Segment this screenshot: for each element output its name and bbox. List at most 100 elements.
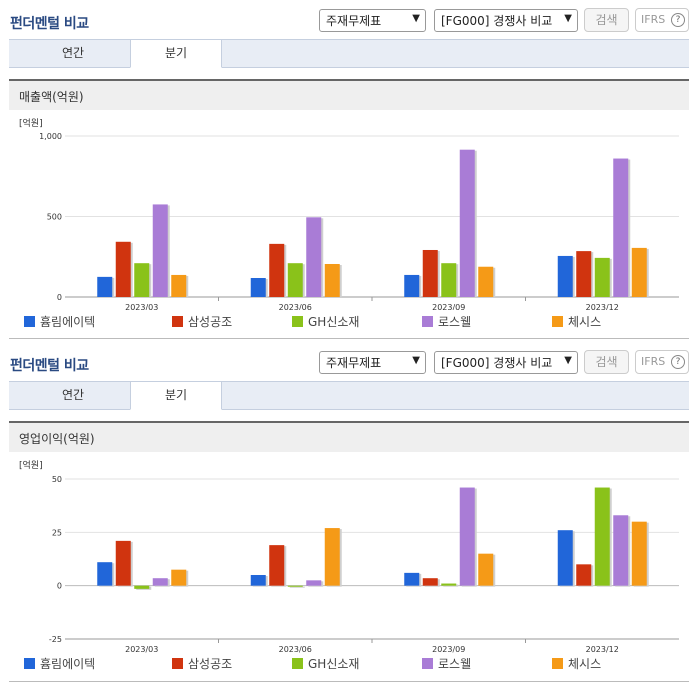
- legend-swatch: [292, 658, 303, 669]
- legend-swatch: [422, 658, 433, 669]
- bar: [250, 278, 266, 297]
- section-title: 펀더멘털 비교: [10, 358, 89, 374]
- period-tabs: 연간 분기: [9, 381, 689, 410]
- legend-item[interactable]: 체시스: [552, 313, 601, 330]
- legend-swatch: [552, 658, 563, 669]
- tab-annual[interactable]: 연간: [61, 46, 85, 60]
- x-tick-label: 2023/12: [586, 645, 619, 654]
- search-button[interactable]: 검색: [584, 350, 629, 374]
- fundamental-section-operating-profit: 펀더멘털 비교 주재무제표 ▼ [FG000] 경쟁사 비교 ▼ 검색 IFRS…: [0, 342, 696, 671]
- revenue-bar-chart: [억원] 1,000 500 0 2023/03 2023/06 2023/09 2023/1…: [19, 117, 679, 310]
- legend-label: GH신소재: [308, 315, 360, 329]
- y-tick-label: 25: [52, 528, 62, 537]
- legend-item[interactable]: 삼성공조: [172, 655, 232, 672]
- bar: [324, 263, 340, 297]
- chevron-down-icon: ▼: [564, 13, 572, 24]
- statement-select[interactable]: 주재무제표 ▼: [319, 351, 426, 374]
- bar: [287, 263, 303, 297]
- legend-swatch: [422, 316, 433, 327]
- peer-group-select-value: [FG000] 경쟁사 비교: [441, 356, 553, 370]
- tab-quarterly[interactable]: 분기: [130, 381, 222, 410]
- y-tick-label: 50: [52, 475, 62, 484]
- bar: [422, 249, 438, 297]
- legend-swatch: [172, 658, 183, 669]
- bar: [557, 255, 573, 297]
- legend-swatch: [24, 316, 35, 327]
- bar: [97, 276, 113, 297]
- legend-item[interactable]: 삼성공조: [172, 313, 232, 330]
- help-icon[interactable]: ?: [671, 13, 685, 27]
- legend-item[interactable]: 흄림에이텍: [24, 313, 95, 330]
- bar: [576, 251, 592, 297]
- metric-title: 영업이익(억원): [19, 432, 95, 446]
- bar: [478, 553, 494, 586]
- bar: [459, 149, 475, 297]
- legend-label: 체시스: [568, 315, 602, 329]
- peer-group-select[interactable]: [FG000] 경쟁사 비교 ▼: [434, 351, 578, 374]
- bar: [613, 515, 629, 586]
- legend-label: 삼성공조: [188, 657, 233, 671]
- legend-item[interactable]: GH신소재: [292, 655, 359, 672]
- divider: [9, 338, 689, 339]
- x-tick-label: 2023/09: [432, 645, 465, 654]
- section-header: 펀더멘털 비교 주재무제표 ▼ [FG000] 경쟁사 비교 ▼ 검색 IFRS…: [0, 0, 696, 34]
- legend-swatch: [24, 658, 35, 669]
- y-axis-unit-label: [억원]: [19, 459, 43, 471]
- bar: [115, 241, 131, 297]
- legend-item[interactable]: 흄림에이텍: [24, 655, 95, 672]
- legend-label: 로스웰: [438, 315, 472, 329]
- legend-item[interactable]: 로스웰: [422, 655, 471, 672]
- tab-annual[interactable]: 연간: [61, 388, 85, 402]
- bar: [134, 585, 150, 589]
- y-tick-label: 0: [57, 293, 62, 302]
- statement-select-value: 주재무제표: [326, 356, 382, 370]
- legend-item[interactable]: GH신소재: [292, 313, 359, 330]
- peer-group-select[interactable]: [FG000] 경쟁사 비교 ▼: [434, 9, 578, 32]
- legend-label: GH신소재: [308, 657, 360, 671]
- legend-item[interactable]: 로스웰: [422, 313, 471, 330]
- legend-swatch: [172, 316, 183, 327]
- bar-shadow: [289, 586, 305, 588]
- x-tick-label: 2023/06: [279, 303, 312, 310]
- bar: [306, 217, 322, 297]
- ifrs-button[interactable]: IFRS ?: [635, 8, 689, 32]
- x-tick-label: 2023/09: [432, 303, 465, 310]
- legend-item[interactable]: 체시스: [552, 655, 601, 672]
- bar: [250, 575, 266, 586]
- metric-bar: 매출액(억원): [9, 79, 689, 110]
- bar: [613, 158, 629, 297]
- ifrs-label: IFRS: [641, 13, 666, 26]
- tab-quarterly[interactable]: 분기: [130, 39, 222, 68]
- statement-select[interactable]: 주재무제표 ▼: [319, 9, 426, 32]
- period-tabs: 연간 분기: [9, 39, 689, 68]
- bar: [404, 274, 420, 297]
- bar: [422, 578, 438, 586]
- x-tick-label: 2023/03: [125, 303, 158, 310]
- help-icon[interactable]: ?: [671, 355, 685, 369]
- chart-legend: 흄림에이텍 삼성공조 GH신소재 로스웰 체시스: [24, 655, 684, 671]
- chevron-down-icon: ▼: [412, 13, 420, 24]
- y-tick-label: 500: [47, 213, 62, 222]
- bar: [631, 247, 647, 297]
- legend-label: 로스웰: [438, 657, 472, 671]
- y-tick-label: -25: [49, 635, 62, 644]
- bar: [97, 562, 113, 586]
- bar: [576, 564, 592, 586]
- operating-profit-bar-chart: [억원] 50 25 0 -25 2023/03 2023/06 2023/09 2023/12: [19, 459, 679, 654]
- bar: [152, 204, 168, 297]
- chevron-down-icon: ▼: [412, 355, 420, 366]
- bar: [134, 263, 150, 297]
- ifrs-button[interactable]: IFRS ?: [635, 350, 689, 374]
- x-tick-label: 2023/12: [586, 303, 619, 310]
- metric-title: 매출액(억원): [19, 90, 84, 104]
- bar: [404, 572, 420, 586]
- section-header: 펀더멘털 비교 주재무제표 ▼ [FG000] 경쟁사 비교 ▼ 검색 IFRS…: [0, 342, 696, 376]
- ifrs-label: IFRS: [641, 355, 666, 368]
- statement-select-value: 주재무제표: [326, 14, 382, 28]
- x-tick-label: 2023/03: [125, 645, 158, 654]
- search-button[interactable]: 검색: [584, 8, 629, 32]
- y-tick-label: 0: [57, 582, 62, 591]
- bar: [594, 487, 610, 586]
- bar: [152, 578, 168, 586]
- bar: [269, 243, 285, 297]
